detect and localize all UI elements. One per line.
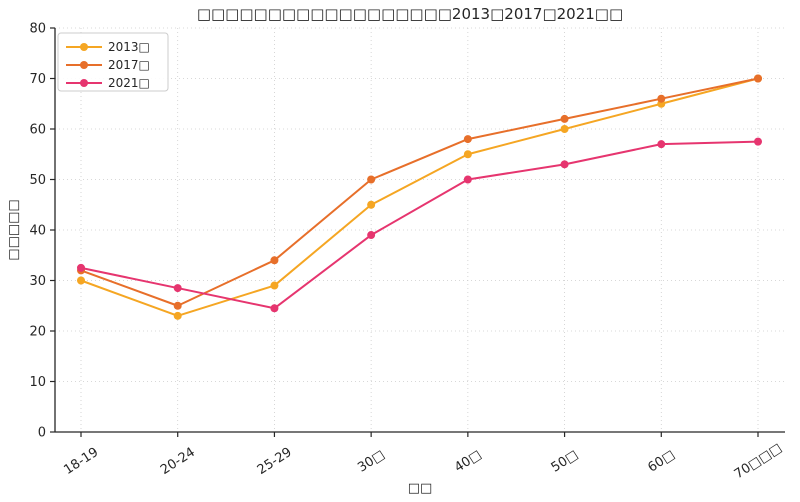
series-2-marker bbox=[657, 140, 666, 149]
legend-marker-sample bbox=[80, 79, 88, 87]
y-tick-label: 0 bbox=[38, 426, 46, 441]
series-0-marker bbox=[270, 281, 279, 290]
series-1-marker bbox=[270, 256, 279, 265]
series-1-marker bbox=[560, 114, 569, 123]
x-tick-label: 50□ bbox=[549, 447, 581, 475]
series-2-marker bbox=[173, 284, 182, 293]
y-tick-label: 40 bbox=[29, 224, 46, 239]
x-tick-label: 20-24 bbox=[158, 445, 198, 478]
legend-marker-sample bbox=[80, 61, 88, 69]
series-1-marker bbox=[463, 135, 472, 144]
y-tick-label: 50 bbox=[29, 173, 46, 188]
series-0-marker bbox=[173, 311, 182, 320]
series-2-marker bbox=[270, 304, 279, 313]
y-tick-label: 20 bbox=[29, 325, 46, 340]
x-tick-label: 25-29 bbox=[255, 445, 295, 478]
y-tick-label: 60 bbox=[29, 123, 46, 138]
y-tick-label: 80 bbox=[29, 22, 46, 37]
x-tick-label: 60□ bbox=[645, 447, 677, 475]
series-2-marker bbox=[367, 231, 376, 240]
y-tick-label: 30 bbox=[29, 274, 46, 289]
series-1-marker bbox=[754, 74, 762, 83]
series-1-marker bbox=[173, 301, 182, 310]
chart-title: □□□□□□□□□□□□□□□□□□2013□2017□2021□□ bbox=[196, 5, 624, 23]
x-tick-label: 18-19 bbox=[61, 445, 101, 478]
series-2-marker bbox=[560, 160, 569, 169]
y-tick-label: 10 bbox=[29, 375, 46, 390]
series-2-marker bbox=[77, 263, 85, 272]
series-1-marker bbox=[367, 175, 376, 184]
x-axis-label: □□ bbox=[407, 481, 433, 496]
legend-label: 2017□ bbox=[108, 58, 150, 72]
series-0-line bbox=[80, 77, 759, 317]
x-tick-label: 70□□□ bbox=[732, 441, 785, 483]
legend-marker-sample bbox=[80, 43, 88, 51]
series-1-line bbox=[80, 77, 759, 307]
x-tick-label: 40□ bbox=[452, 447, 484, 475]
series-2-marker bbox=[463, 175, 472, 184]
series-0-marker bbox=[367, 200, 376, 209]
y-tick-label: 70 bbox=[29, 72, 46, 87]
legend-label: 2013□ bbox=[108, 40, 150, 54]
x-tick-label: 30□ bbox=[355, 447, 387, 475]
series-0-marker bbox=[77, 276, 85, 285]
series-2-line bbox=[80, 140, 759, 310]
series-0-marker bbox=[463, 150, 472, 159]
series-1-marker bbox=[657, 94, 666, 103]
legend-label: 2021□ bbox=[108, 76, 150, 90]
series-2-marker bbox=[754, 137, 762, 146]
series-0-marker bbox=[560, 125, 569, 133]
